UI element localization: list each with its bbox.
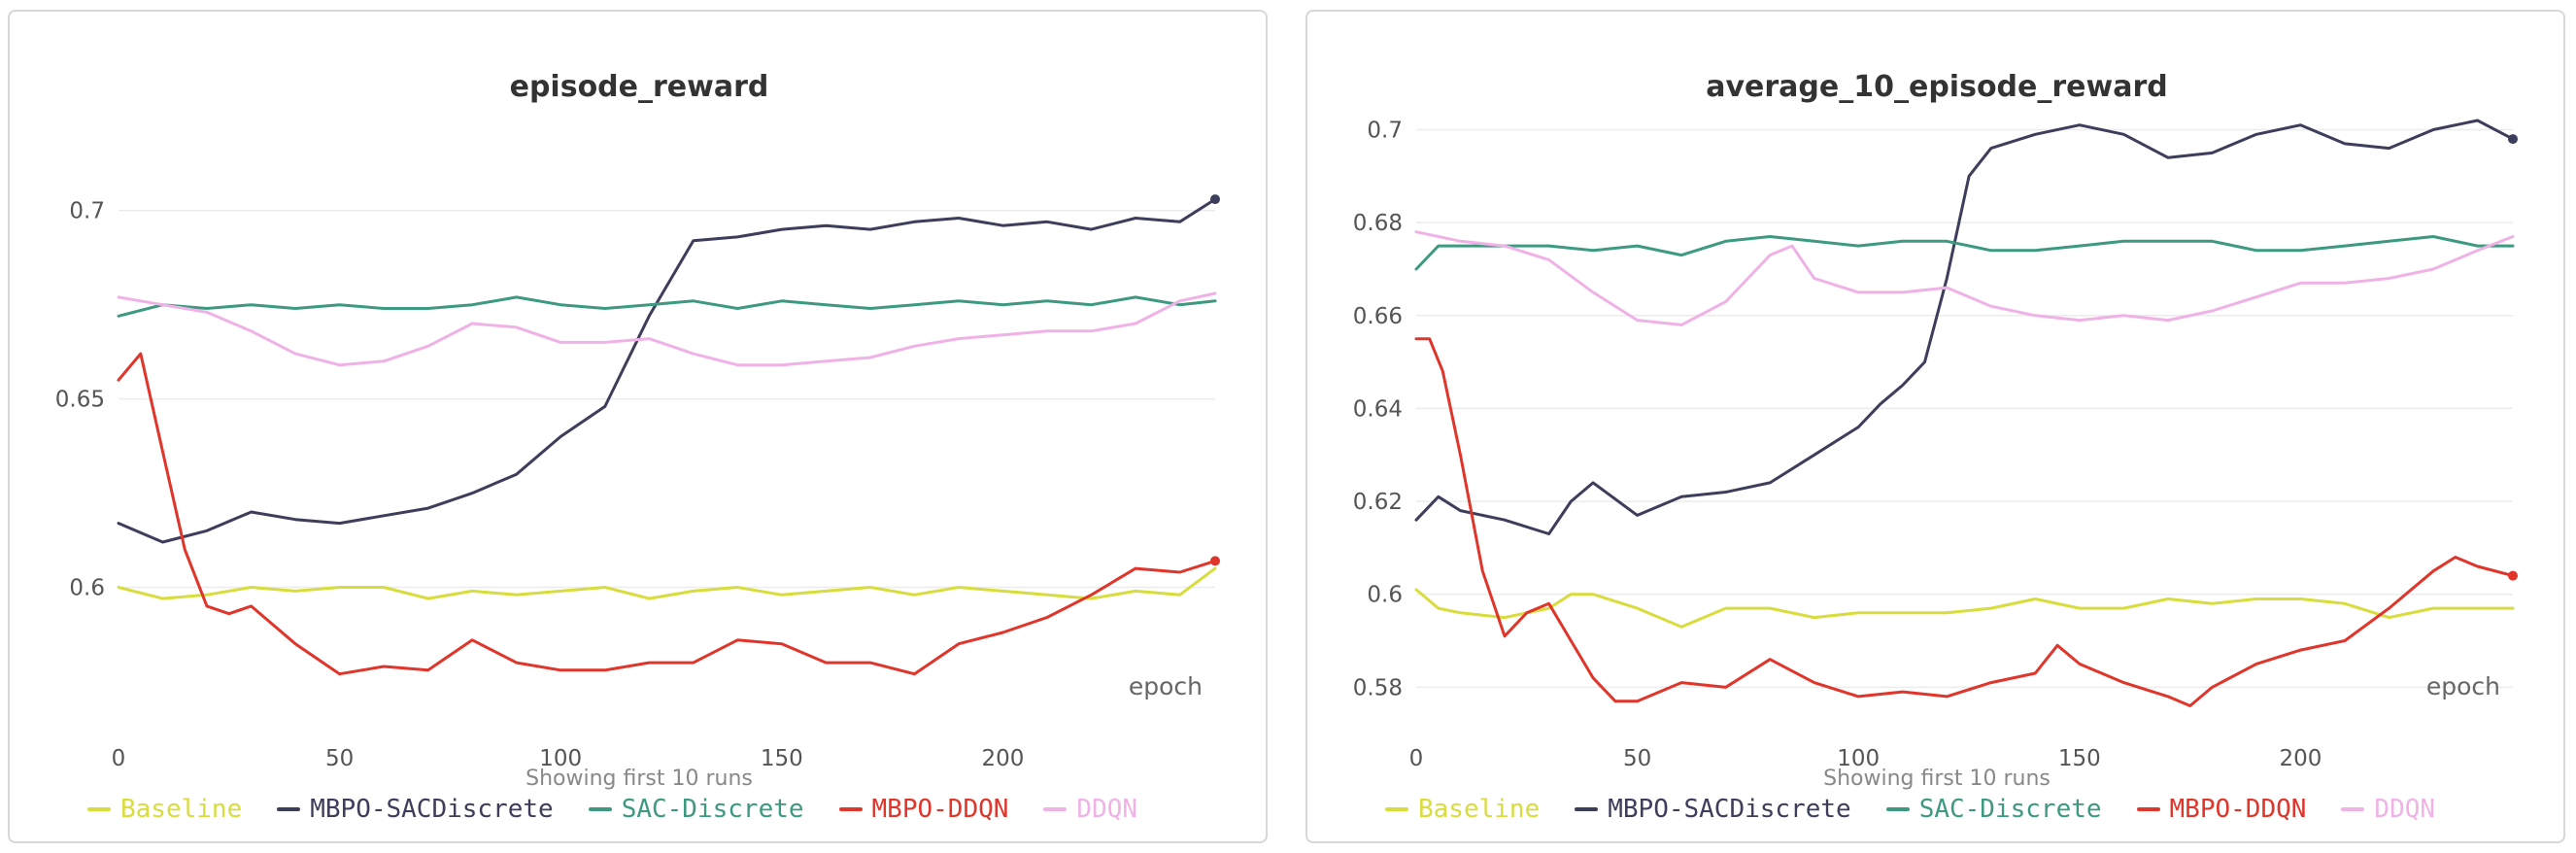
legend-item[interactable]: DDQN xyxy=(1043,795,1137,824)
series-line-baseline xyxy=(117,566,1217,600)
chart-average-10-episode-reward: average_10_episode_reward 0.58 0.6 0.62 0.6… xyxy=(1353,70,2518,791)
x-tick-label: 0 xyxy=(1409,746,1424,771)
legend-swatch xyxy=(87,807,111,811)
y-tick-label: 0.65 xyxy=(55,388,105,413)
series-line-ddqn xyxy=(117,291,1217,367)
y-tick-label: 0.7 xyxy=(69,199,105,224)
chart-panel-average-10-episode-reward: average_10_episode_reward 0.58 0.6 0.62 0.6… xyxy=(1305,10,2565,843)
legend-swatch xyxy=(588,807,612,811)
series-line-mbpo-sacdiscrete xyxy=(1414,119,2515,535)
series-endpoint-mbpo-sacdiscrete xyxy=(2508,134,2518,145)
legend-swatch xyxy=(1885,807,1910,811)
chart-episode-reward: episode_reward 0.6 0.65 0.7 0 50 100 150 200 ep… xyxy=(55,70,1220,791)
series-line-mbpo-sacdiscrete xyxy=(117,197,1217,544)
legend-item[interactable]: Baseline xyxy=(1385,795,1540,824)
legend: Baseline MBPO-SACDiscrete SAC-Discrete MBPO… xyxy=(1385,795,2435,824)
legend-label: MBPO-SACDiscrete xyxy=(1608,795,1851,824)
legend-item[interactable]: Baseline xyxy=(87,795,242,824)
y-tick-label: 0.7 xyxy=(1367,119,1403,144)
legend: Baseline MBPO-SACDiscrete SAC-Discrete MBPO… xyxy=(87,795,1137,824)
x-tick-label: 150 xyxy=(2058,746,2101,771)
x-tick-label: 50 xyxy=(325,746,354,771)
y-tick-label: 0.68 xyxy=(1353,211,1403,236)
legend-label: DDQN xyxy=(1076,795,1138,824)
series-endpoint-mbpo-ddqn xyxy=(2508,570,2518,581)
y-tick-label: 0.6 xyxy=(69,576,105,601)
y-tick-label: 0.62 xyxy=(1353,490,1403,515)
x-axis-label: epoch xyxy=(2426,672,2500,700)
legend-swatch xyxy=(838,807,863,811)
legend-swatch xyxy=(277,807,301,811)
series-line-mbpo-ddqn xyxy=(117,352,1217,676)
legend-item[interactable]: MBPO-DDQN xyxy=(838,795,1009,824)
chart-panel-episode-reward: episode_reward 0.6 0.65 0.7 0 50 100 150 200 ep… xyxy=(8,10,1268,843)
series-line-baseline xyxy=(1414,588,2515,629)
legend-label: SAC-Discrete xyxy=(1918,795,2102,824)
legend-item[interactable]: MBPO-SACDiscrete xyxy=(1575,795,1851,824)
legend-swatch xyxy=(2136,807,2160,811)
legend-label: MBPO-SACDiscrete xyxy=(310,795,554,824)
y-tick-label: 0.64 xyxy=(1353,396,1403,422)
series-line-mbpo-ddqn xyxy=(1414,337,2515,707)
legend-label: SAC-Discrete xyxy=(621,795,804,824)
legend-swatch xyxy=(1575,807,1599,811)
y-tick-label: 0.66 xyxy=(1353,304,1403,329)
series-line-sac-discrete xyxy=(117,295,1217,318)
series-line-ddqn xyxy=(1414,230,2515,326)
x-tick-label: 100 xyxy=(539,746,582,771)
legend-item[interactable]: MBPO-SACDiscrete xyxy=(277,795,554,824)
legend-swatch xyxy=(2341,807,2365,811)
series-line-sac-discrete xyxy=(1414,235,2515,271)
legend-label: DDQN xyxy=(2374,795,2436,824)
x-tick-label: 50 xyxy=(1623,746,1651,771)
legend-swatch xyxy=(1043,807,1068,811)
legend-label: MBPO-DDQN xyxy=(871,795,1009,824)
legend-item[interactable]: SAC-Discrete xyxy=(588,795,804,824)
runs-caption: Showing first 10 runs xyxy=(1823,767,2051,791)
x-tick-label: 0 xyxy=(112,746,126,771)
legend-swatch xyxy=(1385,807,1408,811)
y-tick-label: 0.58 xyxy=(1353,675,1403,700)
chart-title: average_10_episode_reward xyxy=(1706,70,2168,104)
x-tick-label: 100 xyxy=(1837,746,1880,771)
legend-item[interactable]: DDQN xyxy=(2341,795,2435,824)
series-endpoint-mbpo-sacdiscrete xyxy=(1210,194,1220,205)
x-tick-label: 200 xyxy=(982,746,1025,771)
legend-label: Baseline xyxy=(1418,795,1541,824)
runs-caption: Showing first 10 runs xyxy=(525,767,753,791)
x-tick-label: 150 xyxy=(761,746,803,771)
legend-item[interactable]: MBPO-DDQN xyxy=(2136,795,2307,824)
y-tick-label: 0.6 xyxy=(1367,583,1403,608)
series-endpoint-mbpo-ddqn xyxy=(1210,556,1220,566)
x-tick-label: 200 xyxy=(2280,746,2322,771)
legend-item[interactable]: SAC-Discrete xyxy=(1885,795,2102,824)
chart-title: episode_reward xyxy=(510,70,769,104)
legend-label: MBPO-DDQN xyxy=(2169,795,2307,824)
x-axis-label: epoch xyxy=(1129,672,1203,700)
legend-label: Baseline xyxy=(120,795,243,824)
